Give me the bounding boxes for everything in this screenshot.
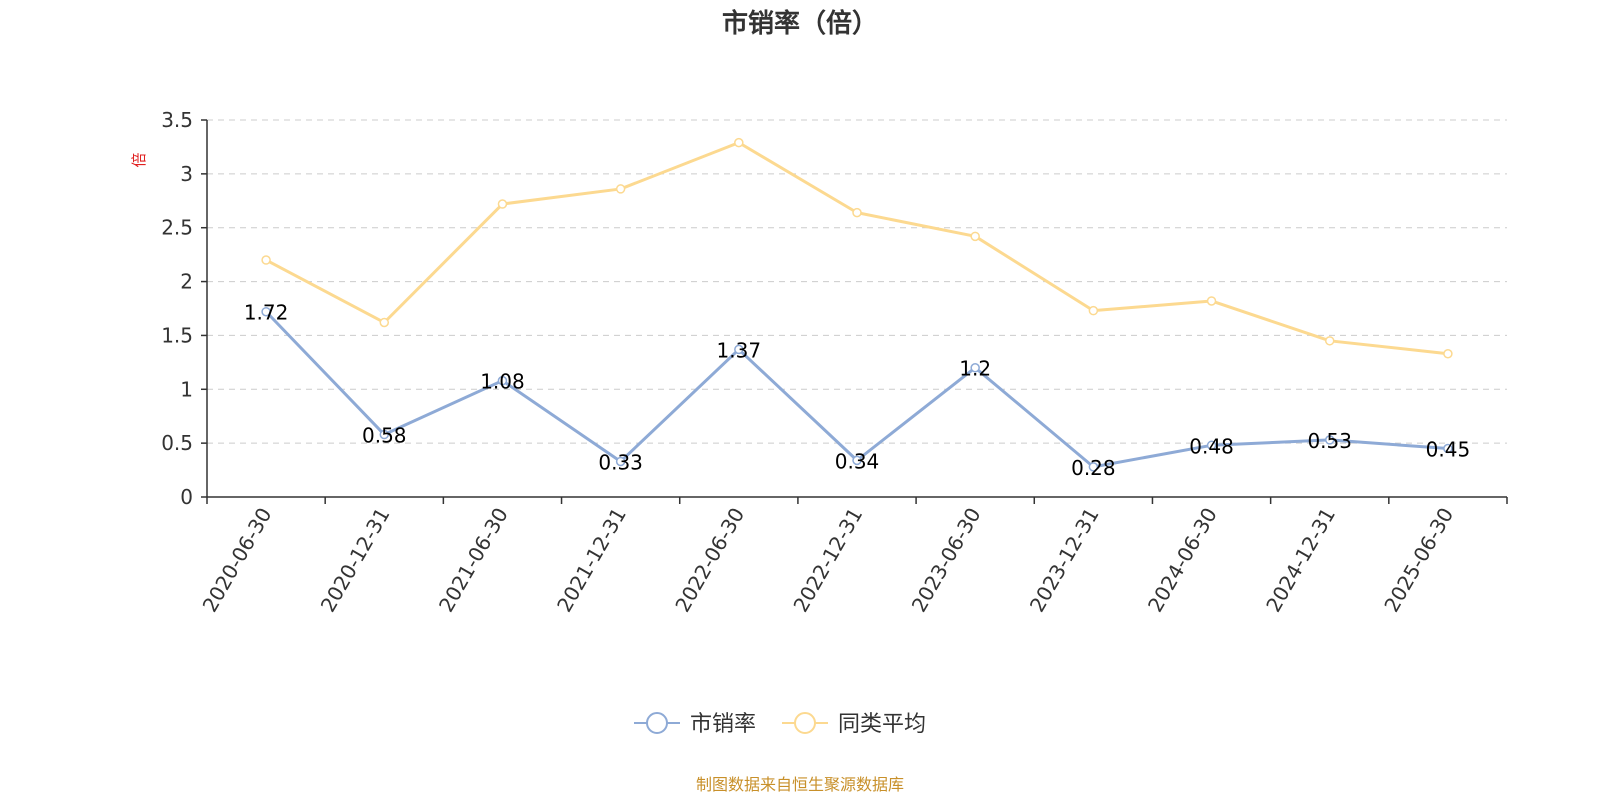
- legend-item-0[interactable]: 市销率: [634, 712, 756, 737]
- data-labels: 1.72 0.58 1.08 0.33 1.37 0.34 1.2 0.28 0.48 0.53 0…: [244, 301, 1470, 480]
- legend-marker-icon: [794, 712, 816, 734]
- data-label: 0.58: [362, 424, 407, 448]
- x-tick-label: 2021-06-30: [434, 504, 513, 617]
- data-point[interactable]: [970, 231, 980, 242]
- data-point[interactable]: [1443, 348, 1453, 359]
- data-label: 0.34: [835, 449, 880, 473]
- series-lines: [261, 137, 1453, 472]
- data-point[interactable]: [852, 455, 862, 466]
- data-point[interactable]: [734, 344, 744, 355]
- data-label: 1.72: [244, 301, 289, 325]
- y-axis-unit: 倍: [130, 152, 148, 167]
- data-point[interactable]: [615, 184, 626, 194]
- x-tick-label: 2022-12-31: [788, 504, 867, 617]
- data-point[interactable]: [1324, 336, 1335, 346]
- y-tick-label: 1: [180, 377, 193, 401]
- data-point[interactable]: [1206, 296, 1217, 306]
- x-tick-label: 2023-12-31: [1025, 504, 1104, 617]
- x-tick-label: 2020-06-30: [198, 504, 277, 617]
- data-label: 0.28: [1071, 456, 1116, 480]
- data-label: 1.2: [959, 357, 991, 381]
- data-point[interactable]: [1324, 435, 1335, 445]
- y-tick-label: 1.5: [161, 323, 193, 347]
- x-tick-label: 2024-12-31: [1261, 504, 1340, 617]
- data-label: 0.53: [1307, 429, 1352, 453]
- data-point[interactable]: [497, 375, 508, 386]
- x-tick-label: 2025-06-30: [1379, 504, 1458, 617]
- data-point[interactable]: [615, 456, 626, 467]
- x-tick-label: 2022-06-30: [670, 504, 749, 617]
- data-point[interactable]: [1088, 305, 1099, 316]
- data-point[interactable]: [1206, 440, 1217, 451]
- legend-label: 市销率: [690, 712, 756, 737]
- data-point[interactable]: [852, 207, 862, 218]
- data-label: 0.33: [598, 450, 643, 474]
- chart-title: 市销率（倍）: [722, 8, 878, 39]
- y-tick-label: 3: [180, 162, 193, 186]
- y-axis: 0 0.5 1 1.5 2 2.5 3 3.5: [161, 108, 208, 509]
- source-note: 制图数据来自恒生聚源数据库: [696, 775, 904, 794]
- data-point[interactable]: [379, 429, 390, 440]
- data-point[interactable]: [1088, 462, 1099, 472]
- data-point[interactable]: [379, 317, 390, 328]
- legend-marker-icon: [646, 712, 668, 734]
- y-tick-label: 0.5: [161, 431, 193, 455]
- y-tick-label: 2.5: [161, 216, 193, 240]
- data-label: 0.48: [1189, 434, 1234, 458]
- data-point[interactable]: [970, 362, 980, 373]
- y-axis-label: 倍: [130, 152, 148, 167]
- data-point[interactable]: [497, 199, 508, 209]
- y-tick-label: 0: [180, 485, 193, 509]
- legend-item-1[interactable]: 同类平均: [782, 712, 926, 737]
- y-tick-label: 2: [180, 270, 193, 294]
- data-label: 1.37: [717, 338, 762, 362]
- x-tick-label: 2021-12-31: [552, 504, 631, 617]
- grid-lines: [207, 119, 1507, 444]
- data-label: 1.08: [480, 370, 525, 394]
- x-axis: 2020-06-30 2020-12-31 2021-06-30 2021-12-31…: [198, 496, 1508, 617]
- x-tick-label: 2024-06-30: [1143, 504, 1222, 617]
- y-tick-label: 3.5: [161, 108, 193, 132]
- legend-label: 同类平均: [838, 712, 926, 737]
- x-tick-label: 2023-06-30: [907, 504, 986, 617]
- data-point[interactable]: [1443, 443, 1453, 454]
- data-point[interactable]: [734, 137, 744, 148]
- data-point[interactable]: [261, 306, 271, 317]
- legend[interactable]: 市销率 同类平均: [634, 712, 926, 737]
- data-label: 0.45: [1426, 438, 1471, 462]
- data-point[interactable]: [261, 255, 271, 265]
- x-tick-label: 2020-12-31: [316, 504, 395, 617]
